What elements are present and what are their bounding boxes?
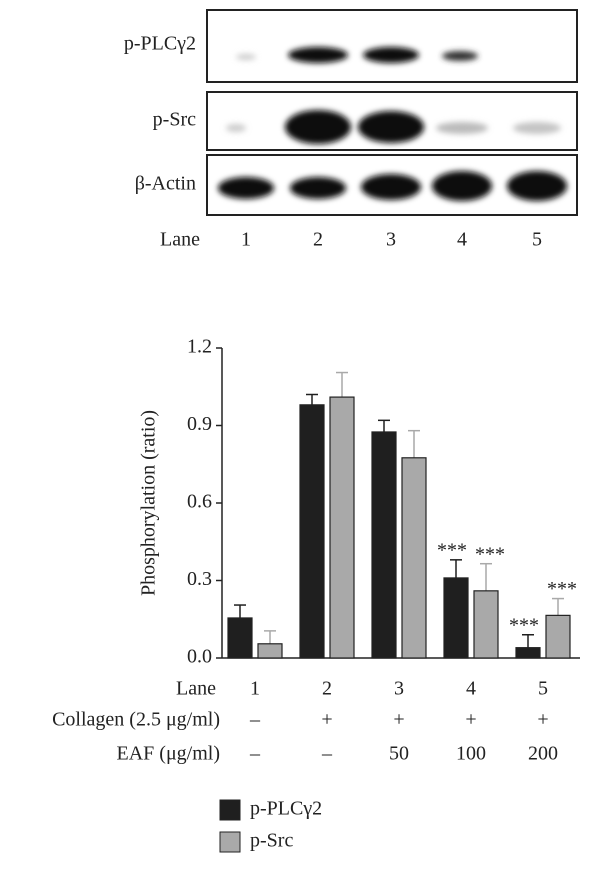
bar	[257, 643, 283, 659]
blot-row-label: β-Actin	[135, 173, 196, 195]
bands	[218, 47, 567, 201]
band	[442, 51, 478, 61]
blot-lane: 1	[241, 229, 251, 251]
treatment-value: 200	[528, 743, 558, 765]
treatment-value: 50	[389, 743, 409, 765]
treatment-value: +	[537, 709, 548, 731]
treatment-value: +	[321, 709, 332, 731]
x-tick-label: 1	[250, 678, 260, 700]
bar	[371, 431, 397, 659]
band	[290, 177, 346, 199]
bar	[515, 647, 541, 659]
x-tick-label: 5	[538, 678, 548, 700]
band	[218, 177, 274, 199]
legend-label: p-PLCγ2	[250, 798, 322, 820]
treatment-label: Collagen (2.5 μg/ml)	[52, 709, 220, 731]
x-tick-label: 2	[322, 678, 332, 700]
x-axis-label: Lane	[176, 678, 216, 700]
bar	[473, 590, 499, 659]
band	[432, 171, 492, 201]
blot-row-label: p-PLCγ2	[124, 33, 196, 55]
x-tick-label: 3	[394, 678, 404, 700]
x-tick-label: 4	[466, 678, 476, 700]
blot-lane: 3	[386, 229, 396, 251]
treatment-value: +	[393, 709, 404, 731]
band	[507, 171, 567, 201]
band	[285, 110, 351, 144]
y-tick-label: 0.3	[187, 568, 212, 590]
y-tick-label: 0.0	[187, 646, 212, 668]
blot-lane-label: Lane	[160, 229, 200, 251]
treatment-value: –	[321, 743, 333, 765]
bar	[227, 617, 253, 659]
legend-swatch	[219, 831, 241, 853]
significance: ***	[475, 543, 505, 565]
treatment-value: –	[249, 709, 261, 731]
band	[363, 47, 419, 63]
treatment-label: EAF (μg/ml)	[117, 743, 221, 765]
blot-lane: 4	[457, 229, 467, 251]
bar	[545, 614, 571, 659]
y-tick-label: 1.2	[187, 336, 212, 358]
blot-row-label: p-Src	[153, 109, 196, 131]
bar	[401, 457, 427, 659]
blot-lane: 5	[532, 229, 542, 251]
band	[236, 54, 256, 60]
band	[361, 174, 421, 200]
band	[358, 111, 424, 143]
treatment-value: +	[465, 709, 476, 731]
blot-panel	[206, 9, 578, 83]
y-tick-label: 0.6	[187, 491, 212, 513]
band	[226, 124, 246, 132]
significance: ***	[547, 578, 577, 600]
blot-lane: 2	[313, 229, 323, 251]
blot	[206, 9, 578, 216]
band	[513, 122, 561, 134]
bar	[329, 396, 355, 659]
significance: ***	[509, 614, 539, 636]
treatment-value: 100	[456, 743, 486, 765]
bar	[443, 577, 469, 659]
band	[288, 47, 348, 63]
y-axis-label: Phosphorylation (ratio)	[138, 410, 160, 596]
bar	[299, 404, 325, 659]
treatment-value: –	[249, 743, 261, 765]
legend-swatch	[219, 799, 241, 821]
band	[436, 122, 488, 134]
significance: ***	[437, 539, 467, 561]
legend-label: p-Src	[250, 830, 293, 852]
y-tick-label: 0.9	[187, 413, 212, 435]
